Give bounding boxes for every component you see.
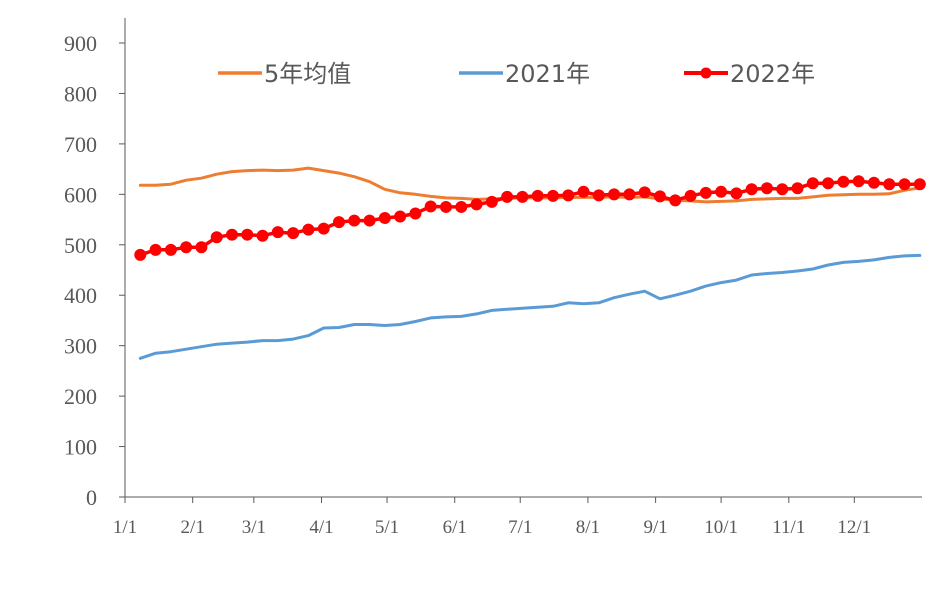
series-2-point	[562, 189, 575, 202]
x-tick-label: 8/1	[576, 517, 600, 538]
series-2-point	[546, 189, 559, 202]
series-2-point	[271, 226, 284, 239]
series-layer	[134, 166, 926, 360]
series-2-point	[531, 189, 544, 202]
series-2-point	[867, 176, 880, 189]
series-2-point	[592, 189, 605, 202]
series-2-point	[241, 228, 254, 241]
legend-label-0: 5年均值	[264, 60, 351, 88]
series-2-point	[485, 195, 498, 208]
series-2-point	[883, 178, 896, 191]
series-2-point	[195, 241, 208, 254]
series-2-point	[669, 194, 682, 207]
series-2-point	[439, 200, 452, 213]
y-tick-label: 100	[64, 435, 97, 460]
series-2-point	[332, 216, 345, 229]
series-2-point	[180, 241, 193, 254]
series-2-point	[149, 243, 162, 256]
series-2-point	[699, 186, 712, 199]
y-tick-label: 700	[64, 132, 97, 157]
series-2-point	[791, 182, 804, 195]
series-2-point	[806, 177, 819, 190]
series-2-point	[225, 228, 238, 241]
x-tick-label: 2/1	[181, 517, 205, 538]
x-tick-label: 1/1	[113, 517, 137, 538]
series-2-point	[623, 188, 636, 201]
series-2-point	[134, 248, 147, 261]
series-2-point	[776, 183, 789, 196]
series-2-point	[455, 200, 468, 213]
x-tick-label: 3/1	[242, 517, 266, 538]
series-2-point	[684, 189, 697, 202]
y-tick-label: 600	[64, 182, 97, 207]
series-2-point	[730, 187, 743, 200]
series-2-point	[516, 190, 529, 203]
series-2-point	[745, 183, 758, 196]
y-tick-label: 500	[64, 233, 97, 258]
legend-label-2: 2022年	[730, 60, 815, 88]
y-tick-label: 900	[64, 31, 97, 56]
x-tick-label: 11/1	[772, 517, 805, 538]
series-2-point	[287, 227, 300, 240]
series-2-point	[913, 178, 926, 191]
series-2-point	[210, 231, 223, 244]
series-2-point	[852, 175, 865, 188]
series-2-point	[501, 190, 514, 203]
series-2-point	[378, 212, 391, 225]
series-2-point	[317, 222, 330, 235]
x-tick-label: 4/1	[309, 517, 333, 538]
axes: 0 100 200 300 400 500 600 700 800 900 1/1 2/1 3/1 4/1…	[64, 18, 922, 538]
y-tick-label: 200	[64, 384, 97, 409]
x-tick-label: 7/1	[508, 517, 532, 538]
y-tick-label: 800	[64, 81, 97, 106]
x-tick-label: 10/1	[704, 517, 738, 538]
series-2-point	[394, 210, 407, 223]
legend-label-1: 2021年	[505, 60, 590, 88]
x-tick-label: 6/1	[443, 517, 467, 538]
series-2-point	[302, 223, 315, 236]
x-tick-label: 9/1	[643, 517, 667, 538]
y-tick-label: 0	[86, 485, 97, 510]
series-2-point	[715, 185, 728, 198]
series-2-point	[409, 207, 422, 220]
x-tick-label: 12/1	[837, 517, 871, 538]
series-1-line	[138, 253, 922, 360]
series-2-point	[470, 198, 483, 211]
series-2-point	[608, 188, 621, 201]
series-2-point	[363, 214, 376, 227]
series-2-point	[424, 200, 437, 213]
series-2-point	[577, 185, 590, 198]
series-2-point	[164, 243, 177, 256]
series-2-point	[822, 177, 835, 190]
y-tick-label: 400	[64, 283, 97, 308]
series-2-point	[837, 175, 850, 188]
x-tick-label: 5/1	[375, 517, 399, 538]
series-2-point	[760, 182, 773, 195]
series-2-point	[898, 178, 911, 191]
series-2-point	[256, 229, 269, 242]
series-2-point	[348, 214, 361, 227]
series-2-point	[653, 190, 666, 203]
series-2-line	[138, 179, 922, 257]
legend: 5年均值 2021年 2022年	[218, 60, 815, 88]
legend-marker-2	[700, 67, 712, 79]
y-tick-label: 300	[64, 334, 97, 359]
series-2-point	[638, 186, 651, 199]
